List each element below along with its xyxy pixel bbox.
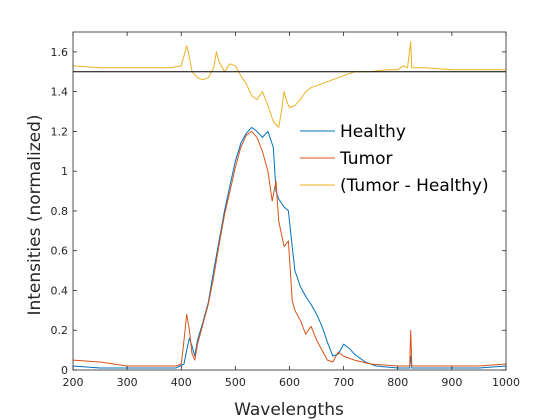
y-tick-label: 0.4 [51,284,69,297]
legend-label-tumor: Tumor [339,149,393,169]
y-tick-label: 1.4 [51,86,69,99]
x-tick-label: 700 [333,376,354,389]
y-tick-label: 0 [61,364,68,377]
y-tick-label: 1.2 [51,125,69,138]
series-line-0 [72,126,507,369]
y-tick-label: 0.6 [51,245,69,258]
x-tick-label: 600 [279,376,300,389]
x-tick-label: 300 [117,376,138,389]
legend-label-difference: (Tumor - Healthy) [340,176,489,196]
series-line-1 [72,130,507,367]
x-tick-label: 500 [225,376,246,389]
x-tick-label: 800 [387,376,408,389]
tick-labels: 200 300 400 500 600 700 800 900 1000 0 0.2 0.4 0.6 0.… [51,46,521,389]
legend-label-healthy: Healthy [340,122,406,142]
plot-lines [72,41,507,369]
x-tick-label: 900 [441,376,462,389]
legend: Healthy Tumor (Tumor - Healthy) [300,122,489,196]
x-tick-label: 1000 [492,376,520,389]
x-tick-label: 200 [63,376,84,389]
series-line-2 [72,41,506,128]
x-tick-label: 400 [171,376,192,389]
plot-frame [72,31,507,371]
y-tick-label: 1.6 [51,46,69,59]
x-axis-label: Wavelengths [234,400,344,420]
y-tick-label: 0.8 [51,205,69,218]
y-tick-label: 0.2 [51,324,69,337]
axes [72,31,507,371]
y-axis-label: Intensities (normalized) [25,114,45,315]
y-tick-label: 1 [61,165,68,178]
